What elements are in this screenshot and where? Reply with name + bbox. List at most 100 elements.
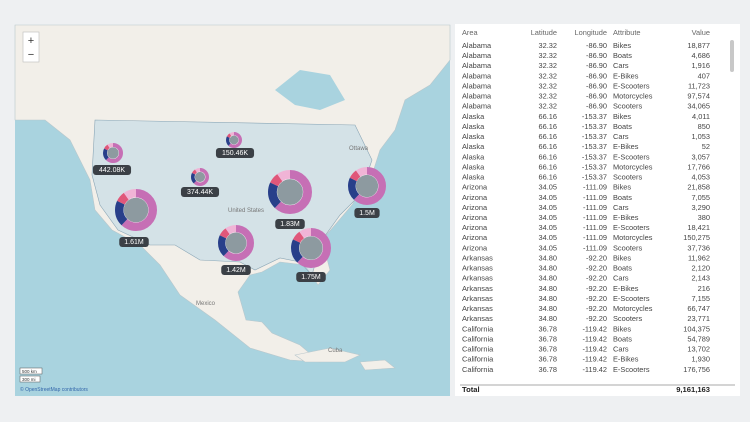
table-cell: 66.16 xyxy=(539,112,558,121)
table-cell: E-Bikes xyxy=(613,355,639,364)
total-value: 9,161,163 xyxy=(676,385,710,394)
table-cell: -153.37 xyxy=(582,152,607,161)
table-cell: -86.90 xyxy=(586,61,607,70)
donut-segment xyxy=(291,228,331,268)
table-cell: -119.42 xyxy=(582,345,607,354)
table-cell: Boats xyxy=(613,51,632,60)
bubble-label-bg xyxy=(296,272,326,282)
table-cell: E-Bikes xyxy=(613,71,639,80)
table-cell: Scooters xyxy=(613,173,642,182)
bubble-label-bg xyxy=(215,148,255,158)
bubble-label: 1.75M xyxy=(301,274,321,281)
table-cell: Arizona xyxy=(462,243,488,252)
table-cell: -86.90 xyxy=(586,71,607,80)
table-cell: Boats xyxy=(613,334,632,343)
map: + − Ottawa United States Mexico Cuba 500… xyxy=(14,24,451,396)
table-cell: 66.16 xyxy=(539,142,558,151)
table-cell: 34.80 xyxy=(539,304,558,313)
table-cell: 13,702 xyxy=(687,345,710,354)
table-cell: -92.20 xyxy=(586,314,607,323)
table-cell: -86.90 xyxy=(586,81,607,90)
donut-center xyxy=(228,134,240,146)
table-cell: 176,756 xyxy=(683,365,710,374)
table-cell: Boats xyxy=(613,122,632,131)
table-cell: 32.32 xyxy=(539,71,558,80)
table-cell: Arkansas xyxy=(462,274,493,283)
table-cell: 97,574 xyxy=(687,92,710,101)
bubble-label: 1.83M xyxy=(280,221,300,228)
table-cell: -119.42 xyxy=(582,355,607,364)
table-cell: 34.80 xyxy=(539,274,558,283)
donut-center xyxy=(355,174,379,198)
bubble-label: 1.5M xyxy=(359,210,375,217)
scale-label: 500 km xyxy=(22,369,37,374)
donut-segment xyxy=(226,131,243,148)
table-cell: Alaska xyxy=(462,132,485,141)
donut-segment xyxy=(191,167,210,186)
table-cell: 1,916 xyxy=(692,61,711,70)
table-cell: -153.37 xyxy=(582,173,607,182)
table-cell: Arkansas xyxy=(462,314,493,323)
zoom-out[interactable]: − xyxy=(28,49,34,61)
donut-segment xyxy=(103,143,123,163)
table-cell: 34.80 xyxy=(539,314,558,323)
donut-segment xyxy=(218,224,255,261)
table-cell: -119.42 xyxy=(582,334,607,343)
table-cell: -92.20 xyxy=(586,274,607,283)
donut-segment xyxy=(348,167,387,206)
table-cell: 32.32 xyxy=(539,81,558,90)
table-cell: 34.05 xyxy=(539,223,558,232)
place-label: United States xyxy=(228,208,264,214)
table-cell: 34.80 xyxy=(539,294,558,303)
table-cell: Arkansas xyxy=(462,294,493,303)
table-cell: Alabama xyxy=(462,51,492,60)
table-cell: Cars xyxy=(613,345,629,354)
scale-bar xyxy=(19,375,41,383)
table-cell: 18,421 xyxy=(687,223,710,232)
table-cell: 32.32 xyxy=(539,102,558,111)
donut-center xyxy=(298,235,324,261)
table-cell: -153.37 xyxy=(582,132,607,141)
donut-segment xyxy=(103,143,123,163)
table-cell: 36.78 xyxy=(539,334,558,343)
table-cell: Arizona xyxy=(462,213,488,222)
table-cell: Cars xyxy=(613,203,629,212)
table-cell: Cars xyxy=(613,61,629,70)
donut-segment xyxy=(114,189,157,232)
bubble-label: 442.08K xyxy=(99,167,125,174)
table-cell: 34.05 xyxy=(539,183,558,192)
table-cell: E-Bikes xyxy=(613,142,639,151)
zoom-control xyxy=(22,31,40,63)
table-cell: Arizona xyxy=(462,233,488,242)
attribution[interactable]: © OpenStreetMap contributors xyxy=(20,386,88,393)
table-cell: Bikes xyxy=(613,112,631,121)
table-cell: 34.05 xyxy=(539,203,558,212)
table-cell: 32.32 xyxy=(539,92,558,101)
bubble-label: 374.44K xyxy=(187,189,213,196)
table-cell: E-Scooters xyxy=(613,294,650,303)
table-cell: 34.05 xyxy=(539,243,558,252)
bubble-label-bg xyxy=(119,237,149,247)
zoom-in[interactable]: + xyxy=(28,35,34,47)
table-cell: Alabama xyxy=(462,92,492,101)
table-cell: 36.78 xyxy=(539,355,558,364)
table-cell: -111.09 xyxy=(583,233,607,242)
table-cell: 36.78 xyxy=(539,324,558,333)
column-header: Value xyxy=(692,28,710,37)
table-cell: Arkansas xyxy=(462,264,493,273)
table-cell: Boats xyxy=(613,264,632,273)
table-cell: Alaska xyxy=(462,162,485,171)
bubble-label: 150.46K xyxy=(222,150,248,157)
table-cell: -153.37 xyxy=(582,162,607,171)
table-cell: Scooters xyxy=(613,102,642,111)
bubble-label-bg xyxy=(275,219,305,229)
scrollbar-thumb[interactable] xyxy=(730,40,734,72)
table-cell: Arizona xyxy=(462,203,488,212)
donut-center xyxy=(276,178,304,206)
table-cell: 52 xyxy=(702,142,710,151)
table-cell: 66.16 xyxy=(539,162,558,171)
scale-label: 300 mi xyxy=(22,377,36,382)
donut-segment xyxy=(291,228,331,268)
